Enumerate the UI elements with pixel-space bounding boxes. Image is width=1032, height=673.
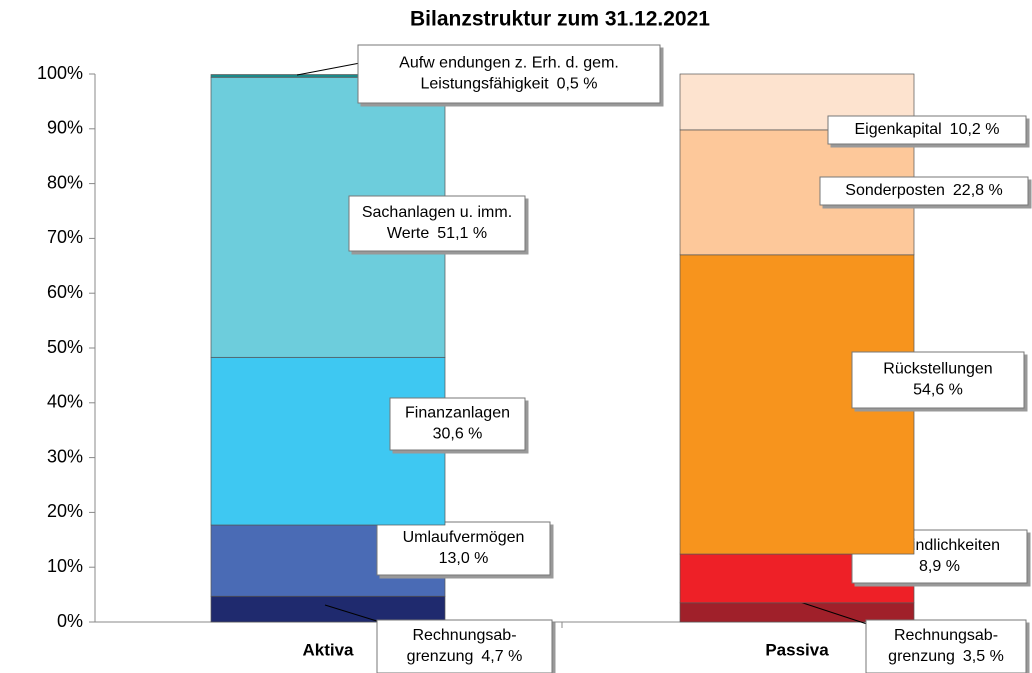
data-label: Umlaufvermögen 13,0 % (403, 529, 525, 567)
value-label: 10,2 % (950, 121, 1000, 138)
value-label: 22,8 % (953, 182, 1003, 199)
y-tick-label: 100% (37, 63, 83, 83)
data-label: Eigenkapital 10,2 % (855, 121, 1000, 138)
label-box (376, 521, 551, 576)
leader-line (296, 62, 361, 76)
value-label: 4,7 % (481, 648, 522, 665)
label-line: Umlaufvermögen (403, 529, 525, 546)
label-box (389, 397, 526, 451)
value-label: 13,0 % (439, 550, 489, 567)
data-label: Finanzanlagen 30,6 % (405, 405, 510, 443)
y-tick-label: 30% (47, 446, 83, 466)
label-box (357, 44, 661, 104)
label-box (819, 176, 1029, 206)
label-line: Rückstellungen (883, 361, 992, 378)
label-box (827, 115, 1027, 145)
label-line: Rechnungsab- (412, 627, 516, 644)
leader-line (799, 601, 871, 626)
label-line: Rechnungsab- (894, 627, 998, 644)
value-label: 0,5 % (557, 76, 598, 93)
label-line: Aufw endungen z. Erh. d. gem. (399, 55, 619, 72)
value-label: 8,9 % (919, 558, 960, 575)
y-tick-label: 20% (47, 501, 83, 521)
value-label: 30,6 % (433, 426, 483, 443)
data-label: Rechnungsab-grenzung 4,7 % (407, 627, 523, 665)
label-line: Eigenkapital (855, 121, 942, 138)
label-line: Leistungsfähigkeit (420, 76, 549, 93)
label-box (851, 351, 1025, 409)
bar-segment (679, 602, 915, 623)
label-line: Sonderposten (845, 182, 945, 199)
data-label: Sachanlagen u. imm. Werte 51,1 % (362, 204, 512, 242)
data-label: Rechnungsab-grenzung 3,5 % (888, 627, 1004, 665)
label-box (348, 195, 526, 252)
data-label: Sonderposten 22,8 % (845, 182, 1002, 199)
y-tick-label: 90% (47, 118, 83, 138)
label-line: grenzung (407, 648, 474, 665)
label-line: grenzung (888, 648, 955, 665)
category-label: Aktiva (302, 640, 354, 659)
category-label: Passiva (765, 640, 829, 659)
bar-segment (210, 595, 446, 623)
label-line: Sachanlagen u. imm. (362, 204, 512, 221)
y-tick-label: 40% (47, 392, 83, 412)
y-tick-label: 70% (47, 227, 83, 247)
y-tick-label: 60% (47, 282, 83, 302)
label-line: Finanzanlagen (405, 405, 510, 422)
y-tick-label: 50% (47, 337, 83, 357)
data-label: Aufw endungen z. Erh. d. gem. Leistungsfä… (399, 55, 619, 93)
label-box (865, 619, 1027, 673)
y-tick-label: 10% (47, 556, 83, 576)
data-label: Rückstellungen 54,6 % (883, 361, 992, 399)
leader-line (324, 604, 381, 623)
chart-title: Bilanzstruktur zum 31.12.2021 (410, 8, 710, 31)
y-tick-label: 0% (57, 611, 83, 631)
value-label: 3,5 % (963, 648, 1004, 665)
value-label: 51,1 % (437, 225, 487, 242)
label-box (376, 619, 553, 673)
label-line: Werte (387, 225, 429, 242)
value-label: 54,6 % (913, 382, 963, 399)
y-tick-label: 80% (47, 172, 83, 192)
